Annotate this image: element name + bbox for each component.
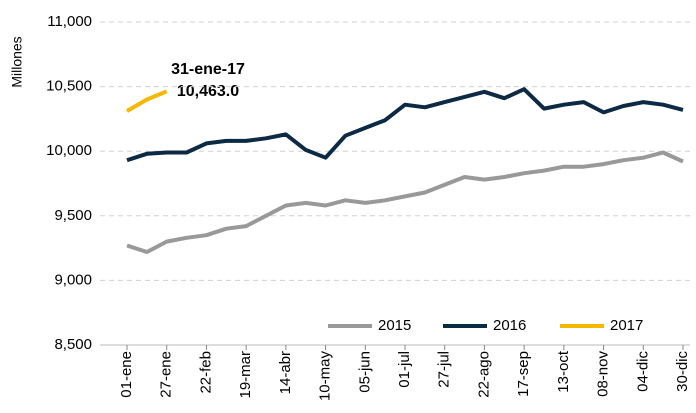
line-series [126, 150, 684, 254]
x-tick-label: 19-mar [237, 351, 254, 399]
x-tick-label: 22-feb [197, 351, 214, 394]
x-tick-label: 04-dic [634, 351, 651, 392]
x-tick-label: 08-nov [595, 351, 612, 397]
x-tick-label: 10-may [317, 351, 334, 402]
x-tick-label: 14-abr [277, 351, 294, 394]
legend-label: 2017 [610, 317, 643, 334]
y-axis-label: Millones [9, 36, 25, 87]
x-tick-label: 05-jun [356, 351, 373, 393]
y-tick-label: 10,500 [46, 78, 92, 95]
y-tick-label: 11,000 [47, 13, 92, 30]
x-tick-label: 22-ago [475, 351, 492, 398]
line-series [125, 89, 168, 113]
legend-label: 2015 [378, 317, 411, 334]
x-tick-label: 30-dic [674, 351, 691, 392]
x-tick-label: 13-oct [555, 350, 572, 393]
legend-label: 2016 [493, 317, 526, 334]
x-tick-label: 27-jul [436, 351, 453, 388]
annotation: 10,463.0 [177, 83, 239, 100]
x-tick-label: 01-jul [396, 351, 413, 388]
x-tick-label: 01-ene [118, 351, 135, 398]
y-tick-label: 9,000 [54, 271, 92, 288]
annotation: 31-ene-17 [171, 61, 245, 78]
x-tick-label: 17-sep [515, 351, 532, 397]
x-tick-label: 27-ene [158, 351, 175, 398]
y-tick-label: 8,500 [54, 336, 92, 353]
y-tick-label: 10,000 [46, 142, 92, 159]
line-series [126, 87, 684, 163]
y-tick-label: 9,500 [54, 207, 92, 224]
